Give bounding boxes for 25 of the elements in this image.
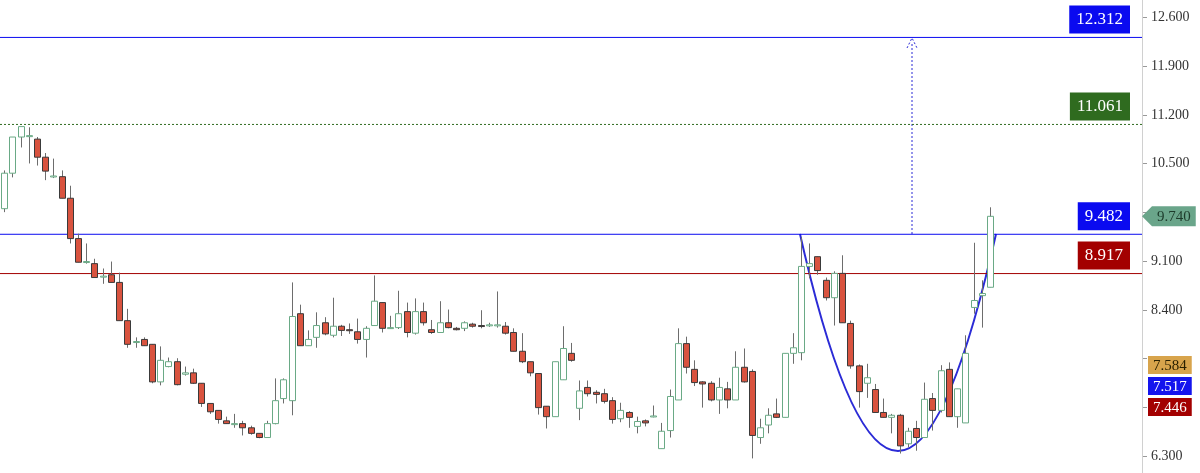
candlestick (929, 392, 936, 432)
y-tick-label: 9.100 (1151, 253, 1183, 269)
y-tick-label: 10.500 (1151, 155, 1190, 171)
ref-line-label: 9.482 (1084, 205, 1123, 225)
text: 9.740 (1157, 208, 1191, 225)
candlestick (683, 336, 690, 375)
candlestick (354, 318, 361, 345)
y-tick-label: 12.600 (1151, 9, 1190, 25)
candlestick (864, 363, 871, 399)
candlestick (412, 297, 419, 336)
ref-line-label: 12.312 (1076, 8, 1123, 28)
candlestick (437, 300, 444, 333)
candlestick (576, 379, 583, 421)
y-tick-label: 11.200 (1151, 107, 1189, 123)
text: 7.446 (1153, 398, 1188, 415)
ref-line-label: 8.917 (1084, 245, 1124, 265)
y-tick-label: 8.400 (1151, 302, 1183, 318)
candlestick (404, 302, 411, 338)
y-tick-label: 6.300 (1151, 448, 1183, 464)
y-tick-label: 11.900 (1151, 58, 1189, 74)
candlestick (971, 242, 978, 315)
text: 7.517 (1153, 377, 1188, 394)
text: 7.584 (1153, 356, 1188, 373)
ref-line-label: 11.061 (1076, 95, 1123, 115)
candlestick (313, 311, 320, 349)
